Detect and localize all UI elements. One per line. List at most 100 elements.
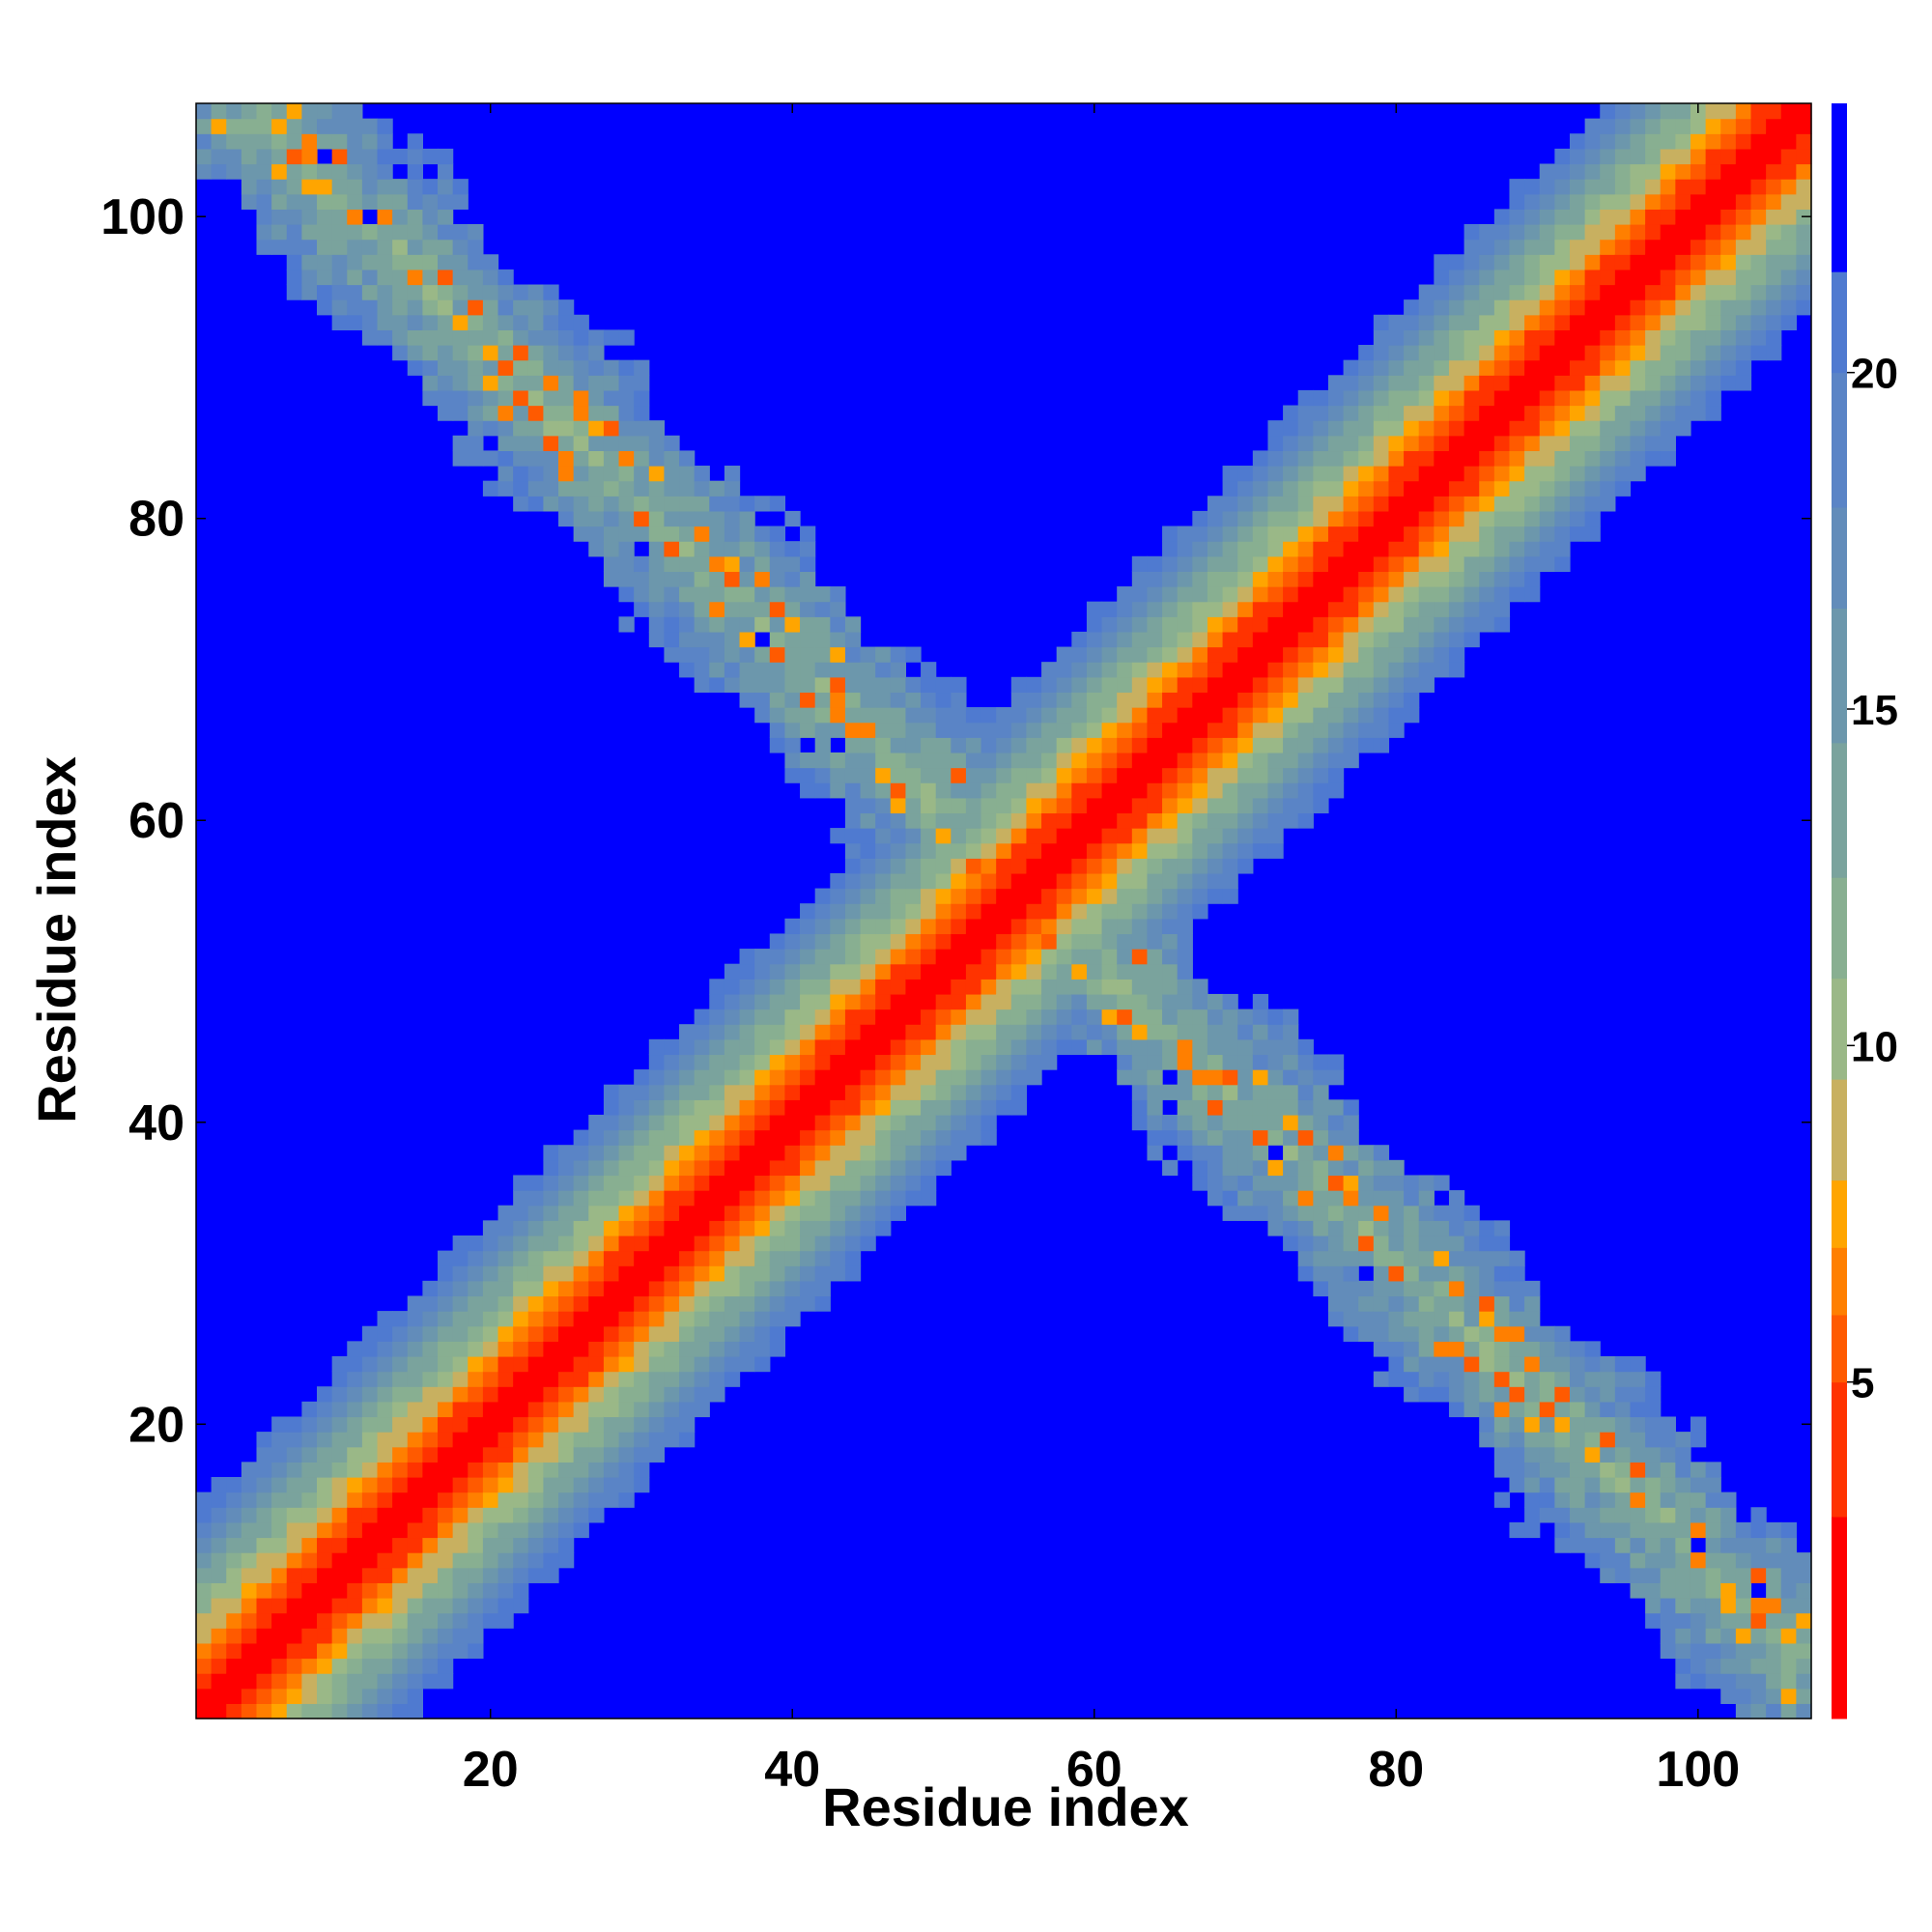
heatmap-cell [588, 1235, 605, 1252]
heatmap-cell [1026, 767, 1042, 783]
heatmap-cell [784, 993, 801, 1010]
heatmap-cell [573, 466, 589, 482]
heatmap-cell [438, 1582, 454, 1599]
heatmap-cell [1509, 1311, 1525, 1327]
heatmap-cell [965, 993, 982, 1010]
heatmap-cell [1297, 1190, 1314, 1207]
heatmap-cell [980, 903, 997, 920]
heatmap-cell [331, 1371, 348, 1387]
heatmap-cell [317, 1476, 333, 1493]
heatmap-cell [1327, 1235, 1345, 1252]
heatmap-cell [1297, 510, 1314, 527]
heatmap-cell [1404, 676, 1420, 694]
heatmap-cell [1358, 1295, 1375, 1312]
heatmap-cell [1327, 405, 1345, 421]
heatmap-cell [1101, 692, 1118, 708]
heatmap-cell [513, 435, 529, 452]
heatmap-cell [996, 1084, 1012, 1100]
heatmap-cell [1690, 1582, 1707, 1599]
heatmap-cell [648, 586, 666, 603]
heatmap-cell [1780, 179, 1797, 195]
heatmap-cell [286, 1432, 302, 1448]
heatmap-cell [1026, 1009, 1042, 1025]
heatmap-cell [422, 1295, 439, 1312]
heatmap-cell [1479, 496, 1495, 512]
heatmap-cell [1539, 526, 1555, 542]
heatmap-cell [1796, 254, 1812, 270]
heatmap-cell [754, 586, 771, 603]
heatmap-cell [1267, 767, 1284, 783]
heatmap-cell [1493, 541, 1511, 557]
heatmap-cell [1373, 329, 1390, 346]
heatmap-cell [1766, 1521, 1782, 1539]
heatmap-cell [1554, 1416, 1571, 1433]
heatmap-cell [1554, 389, 1571, 407]
heatmap-cell [1720, 209, 1737, 225]
heatmap-cell [1071, 722, 1088, 738]
heatmap-cell [1131, 662, 1149, 678]
heatmap-cell [1509, 329, 1525, 346]
heatmap-cell [1252, 707, 1269, 724]
heatmap-cell [996, 872, 1012, 890]
heatmap-cell [1720, 329, 1737, 346]
heatmap-cell [1404, 662, 1420, 678]
heatmap-cell [1343, 359, 1359, 376]
heatmap-cell [603, 1462, 620, 1478]
heatmap-cell [317, 1401, 333, 1418]
heatmap-cell [361, 1688, 379, 1704]
heatmap-cell [1237, 692, 1254, 708]
heatmap-cell [739, 1235, 755, 1252]
heatmap-cell [618, 1476, 635, 1493]
heatmap-cell [784, 737, 801, 753]
heatmap-cell [422, 1552, 439, 1569]
heatmap-cell [1463, 1280, 1480, 1297]
heatmap-cell [1766, 1658, 1782, 1674]
heatmap-cell [890, 933, 907, 950]
heatmap-cell [890, 646, 907, 663]
heatmap-cell [497, 1311, 514, 1327]
heatmap-cell [724, 601, 741, 617]
heatmap-cell [1630, 1446, 1646, 1463]
colorbar-segment [1832, 372, 1847, 508]
heatmap-cell [996, 707, 1012, 724]
heatmap-cell [709, 601, 725, 617]
heatmap-cell [724, 555, 741, 573]
heatmap-cell [482, 1537, 499, 1553]
heatmap-cell [438, 299, 454, 316]
heatmap-cell [1448, 1295, 1465, 1312]
heatmap-cell [1404, 375, 1420, 391]
heatmap-cell [935, 1069, 952, 1086]
heatmap-cell [754, 949, 771, 965]
heatmap-cell [1252, 466, 1269, 482]
heatmap-cell [1630, 405, 1646, 421]
heatmap-cell [1493, 555, 1511, 573]
heatmap-cell [965, 872, 982, 890]
heatmap-cell [392, 284, 409, 300]
heatmap-cell [921, 903, 937, 920]
heatmap-cell [392, 1597, 409, 1614]
heatmap-cell [241, 1642, 258, 1660]
heatmap-cell [1705, 179, 1721, 195]
heatmap-cell [1162, 828, 1179, 844]
heatmap-cell [1026, 903, 1042, 920]
heatmap-cell [800, 1159, 816, 1177]
heatmap-cell [1373, 466, 1390, 482]
heatmap-cell [1780, 1703, 1797, 1719]
heatmap-cell [1343, 722, 1359, 738]
heatmap-cell [468, 1628, 484, 1644]
heatmap-cell [664, 1432, 680, 1448]
heatmap-cell [1388, 1265, 1405, 1282]
heatmap-cell [1614, 1355, 1632, 1373]
heatmap-cell [468, 405, 484, 421]
heatmap-cell [211, 1673, 227, 1690]
heatmap-cell [317, 1492, 333, 1508]
heatmap-cell [347, 1492, 363, 1508]
heatmap-cell [1071, 646, 1088, 663]
heatmap-cell [317, 118, 333, 134]
heatmap-cell [709, 1235, 725, 1252]
heatmap-cell [890, 676, 907, 694]
heatmap-cell [1690, 1673, 1707, 1690]
heatmap-cell [921, 828, 937, 844]
heatmap-cell [1222, 722, 1238, 738]
heatmap-cell [1614, 1462, 1632, 1478]
